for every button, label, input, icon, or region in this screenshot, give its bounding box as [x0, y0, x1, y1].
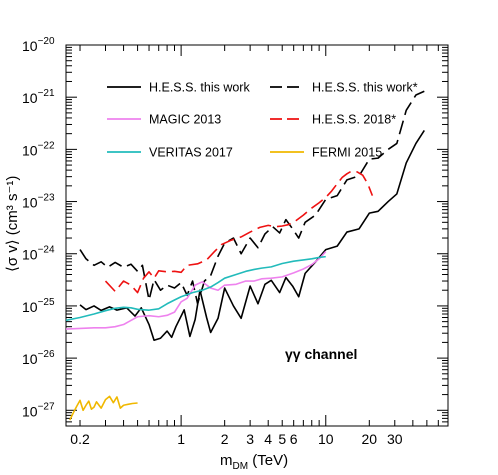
legend-label: FERMI 2015	[312, 146, 382, 160]
y-tick-label: 10−21	[22, 88, 55, 106]
x-tick-label: 4	[264, 431, 272, 447]
legend-label: MAGIC 2013	[149, 113, 221, 127]
x-tick-label: 10	[318, 431, 334, 447]
plot-frame	[65, 44, 449, 427]
series-line-h-e-s-s-2018-dashed	[104, 170, 374, 294]
x-tick-label: 1	[177, 431, 185, 447]
series-layer	[65, 90, 425, 421]
y-tick-label: 10−22	[22, 140, 55, 158]
series-line-magic-2013	[65, 251, 327, 330]
channel-annotation: γγ channel	[285, 346, 357, 362]
x-tick-label: 20	[362, 431, 378, 447]
x-tick-label: 30	[387, 431, 403, 447]
y-tick-label: 10−20	[22, 36, 55, 54]
y-tick-label: 10−27	[22, 401, 55, 419]
x-axis-title-unit: (TeV)	[248, 452, 288, 469]
y-axis-title: ⟨σ v⟩ (cm³ s⁻¹)	[4, 176, 21, 272]
legend-label: H.E.S.S. this work	[149, 81, 250, 95]
x-tick-label: 5	[278, 431, 286, 447]
x-axis-title-main: m	[220, 452, 233, 469]
x-axis-title-sub: DM	[233, 461, 249, 472]
y-tick-label: 10−26	[22, 349, 55, 367]
legend-label: VERITAS 2017	[149, 146, 233, 160]
axis-ticks	[66, 44, 449, 427]
x-axis-title: mDM (TeV)	[220, 452, 288, 472]
series-line-fermi-2015	[69, 395, 138, 421]
y-tick-label: 10−25	[22, 297, 55, 315]
legend: H.E.S.S. this work H.E.S.S. this work* MAG…	[107, 81, 418, 160]
legend-label: H.E.S.S. this work*	[312, 81, 418, 95]
legend-label: H.E.S.S. 2018*	[312, 113, 396, 127]
y-tick-labels: 10−27 10−26 10−25 10−24 10−23 10−22 10−21 10−20	[22, 36, 55, 419]
x-tick-labels: 0.2 1 2 3 4 5 6 10 20 30	[70, 431, 402, 447]
series-line-veritas-2017	[65, 255, 326, 322]
y-tick-label: 10−23	[22, 193, 55, 211]
series-line-h-e-s-s-this-work	[79, 130, 425, 342]
y-tick-label: 10−24	[22, 245, 55, 263]
x-tick-label: 2	[221, 431, 229, 447]
x-tick-label: 3	[246, 431, 254, 447]
x-tick-label: 6	[290, 431, 298, 447]
x-tick-label: 0.2	[70, 431, 90, 447]
